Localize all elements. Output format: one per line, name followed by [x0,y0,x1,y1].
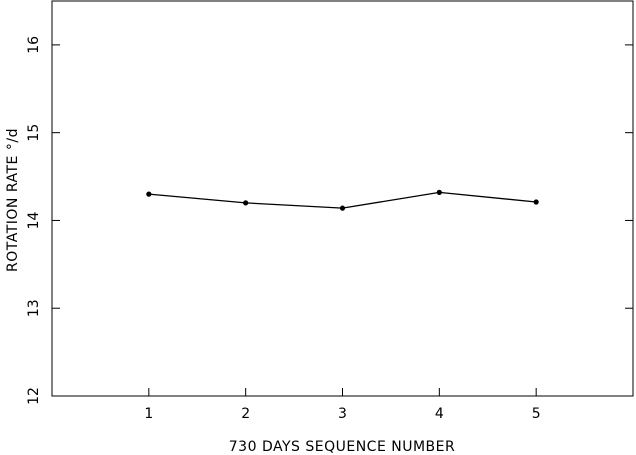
x-tick-label-1: 2 [241,406,250,422]
y-tick-label-1: 13 [26,299,42,317]
y-tick-label-0: 12 [26,387,42,405]
y-axis-title: ROTATION RATE °/d [5,128,21,272]
x-tick-label-0: 1 [144,406,153,422]
y-axis-ticks: 12 13 14 15 16 [26,36,633,405]
x-tick-label-2: 3 [338,406,347,422]
data-point-0-2 [339,205,346,211]
data-point-0-1 [243,200,249,206]
plot-frame [51,0,634,397]
x-tick-label-4: 5 [532,406,541,422]
data-point-0-4 [533,199,539,205]
series-layer [146,189,539,211]
x-axis-ticks: 1 2 3 4 5 [144,388,541,422]
x-axis-title: 730 DAYS SEQUENCE NUMBER [229,439,455,455]
y-tick-label-3: 15 [26,124,42,142]
data-point-0-0 [146,191,152,197]
y-tick-label-4: 16 [26,36,42,54]
x-tick-label-3: 4 [435,406,444,422]
data-point-0-3 [436,189,442,195]
y-tick-label-2: 14 [26,211,42,229]
